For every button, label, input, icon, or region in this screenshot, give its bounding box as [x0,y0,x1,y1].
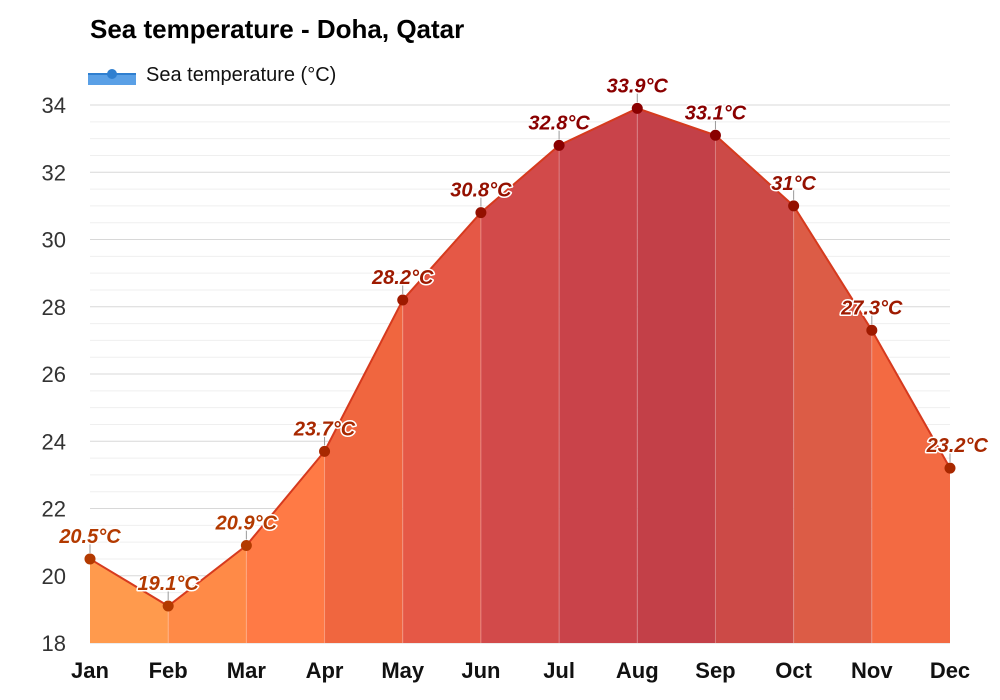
data-label-mar: 20.9°C [215,512,278,534]
data-label-apr: 23.7°C [293,418,356,440]
area-segment-mar [246,451,325,643]
area-segment-sep [715,135,794,643]
y-tick-label: 26 [42,362,66,387]
data-label-jul: 32.8°C [528,112,590,134]
x-tick-label-nov: Nov [851,658,893,683]
area-segment-oct [793,205,872,643]
y-tick-label: 32 [42,160,66,185]
area-segment-nov [871,330,950,643]
y-tick-label: 28 [42,295,66,320]
data-point-aug [631,102,643,114]
data-label-aug: 33.9°C [607,75,669,97]
legend-label: Sea temperature (°C) [146,63,337,86]
legend-swatch-icon [88,65,136,85]
data-point-jun [475,207,487,219]
area-segment-apr [324,300,403,643]
x-tick-label-apr: Apr [306,658,344,683]
area-segment-jun [480,145,560,643]
data-label-jun: 30.8°C [450,180,512,202]
x-tick-label-oct: Oct [775,658,812,683]
x-tick-label-jul: Jul [543,658,575,683]
series-line [89,107,951,608]
data-point-jul [553,139,565,151]
data-point-jan [84,553,96,565]
data-point-apr [319,445,331,457]
data-label-jan: 20.5°C [58,526,121,548]
data-point-feb [162,600,174,612]
y-tick-label: 22 [42,497,66,522]
legend[interactable]: Sea temperature (°C) [88,60,336,90]
y-tick-label: 34 [42,93,66,118]
y-tick-label: 20 [42,564,66,589]
data-point-nov [866,324,878,336]
x-tick-label-may: May [381,658,425,683]
data-point-mar [240,539,252,551]
data-point-sep [709,129,721,141]
data-point-dec [944,462,956,474]
data-point-may [397,294,409,306]
data-label-may: 28.2°C [371,267,434,289]
x-tick-label-feb: Feb [149,658,188,683]
area-segment-aug [637,108,716,644]
y-tick-label: 30 [42,228,66,253]
data-label-sep: 33.1°C [685,102,747,124]
y-tick-label: 18 [42,631,66,656]
x-tick-label-mar: Mar [227,658,267,683]
y-tick-label: 24 [42,429,66,454]
data-point-oct [788,200,800,212]
x-tick-label-aug: Aug [616,658,659,683]
x-tick-label-sep: Sep [695,658,735,683]
data-label-dec: 23.2°C [926,435,989,457]
x-tick-label-jun: Jun [461,658,500,683]
x-tick-label-dec: Dec [930,658,970,683]
x-tick-label-jan: Jan [71,658,109,683]
area-segment-jan [90,558,169,643]
data-label-feb: 19.1°C [137,573,199,595]
data-label-nov: 27.3°C [840,297,903,319]
chart-title: Sea temperature - Doha, Qatar [90,14,465,44]
area-segment-feb [168,545,247,643]
data-label-oct: 31°C [771,173,816,195]
area-segment-may [402,212,481,643]
area-segment-jul [559,108,638,644]
